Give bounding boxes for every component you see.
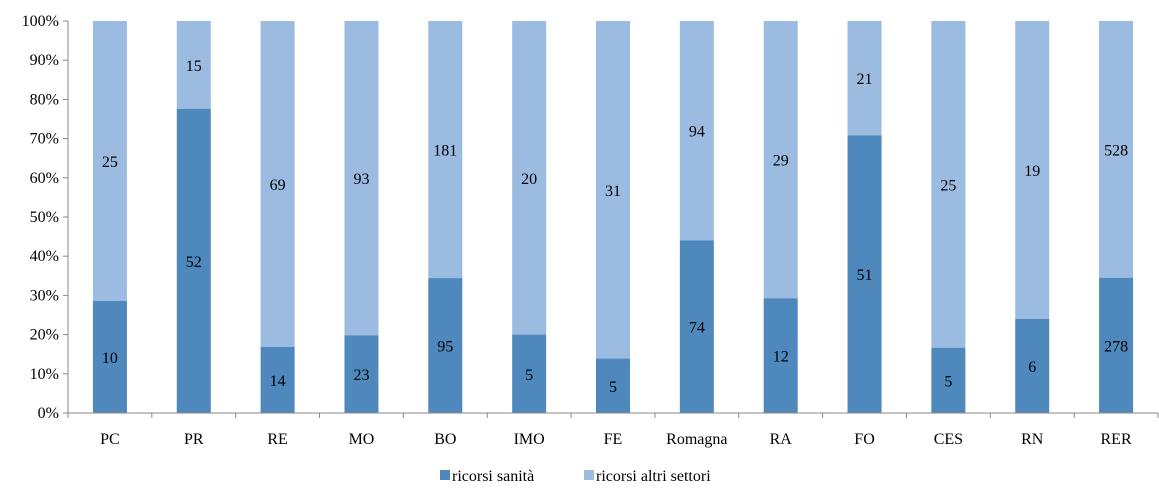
data-label-ricorsi-sanita: 74 [689, 320, 705, 337]
data-label-ricorsi-sanita: 52 [186, 254, 202, 271]
data-label-ricorsi-sanita: 10 [102, 350, 118, 367]
data-label-ricorsi-altri-settori: 15 [186, 58, 202, 75]
x-category-label: FE [604, 431, 623, 448]
bar-segment-ricorsi-altri-settori [92, 21, 127, 301]
bar-segment-ricorsi-sanita [763, 298, 798, 413]
x-category-label: RN [1021, 431, 1044, 448]
x-category-label: PR [184, 431, 204, 448]
x-category-label: IMO [514, 431, 545, 448]
data-label-ricorsi-sanita: 5 [944, 373, 952, 390]
data-label-ricorsi-sanita: 12 [773, 349, 789, 366]
data-label-ricorsi-altri-settori: 25 [102, 154, 118, 171]
bar-segment-ricorsi-sanita [92, 301, 127, 413]
data-label-ricorsi-sanita: 51 [857, 267, 873, 284]
legend-label-ricorsi-altri-settori: ricorsi altri settori [596, 468, 711, 485]
data-label-ricorsi-sanita: 278 [1104, 338, 1128, 355]
y-tick-label: 10% [30, 366, 59, 383]
bar-segment-ricorsi-sanita [931, 347, 966, 413]
legend: ricorsi sanità ricorsi altri settori [440, 468, 711, 485]
bar-segment-ricorsi-sanita [260, 346, 295, 413]
x-category-label: Romagna [666, 431, 727, 448]
x-category-label: RE [267, 431, 287, 448]
data-label-ricorsi-altri-settori: 29 [773, 153, 789, 170]
data-label-ricorsi-sanita: 23 [353, 367, 369, 384]
y-tick-label: 60% [30, 170, 59, 187]
bar-segment-ricorsi-sanita [428, 278, 463, 413]
data-label-ricorsi-altri-settori: 19 [1024, 163, 1040, 180]
data-label-ricorsi-altri-settori: 93 [353, 171, 369, 188]
y-tick-label: 20% [30, 327, 59, 344]
data-label-ricorsi-sanita: 5 [609, 379, 617, 396]
bar-segment-ricorsi-sanita [847, 135, 882, 414]
legend-label-ricorsi-sanita: ricorsi sanità [452, 468, 534, 485]
bar-segment-ricorsi-altri-settori [763, 21, 798, 299]
bar-segment-ricorsi-altri-settori [344, 21, 379, 336]
x-category-label: RER [1101, 431, 1132, 448]
x-category-label: RA [770, 431, 793, 448]
data-label-ricorsi-altri-settori: 25 [940, 177, 956, 194]
data-label-ricorsi-altri-settori: 181 [433, 143, 457, 160]
bar-segment-ricorsi-altri-settori [1099, 21, 1134, 278]
bar-segment-ricorsi-altri-settori [428, 21, 463, 279]
x-category-label: CES [934, 431, 963, 448]
y-tick-label: 0% [38, 405, 59, 422]
bar-segment-ricorsi-sanita [1015, 318, 1050, 413]
bar-segment-ricorsi-sanita [512, 334, 547, 413]
bar-segment-ricorsi-sanita [596, 358, 630, 413]
bar-segment-ricorsi-altri-settori [847, 21, 882, 136]
y-axis: 0% 10% 20% 30% 40% 50% 60% 70% 80% 90% 100% [22, 13, 69, 422]
x-category-label: PC [100, 431, 120, 448]
bar-segment-ricorsi-sanita [1099, 277, 1134, 413]
data-label-ricorsi-sanita: 5 [525, 367, 533, 384]
data-label-ricorsi-sanita: 14 [270, 373, 286, 390]
data-label-ricorsi-altri-settori: 69 [270, 177, 286, 194]
x-category-label: FO [854, 431, 874, 448]
y-tick-label: 30% [30, 287, 59, 304]
x-axis: PC PR RE MO BO IMO FE Romagna RA FO CES RN RER [67, 412, 1159, 448]
y-tick-label: 70% [30, 131, 59, 148]
bar-segment-ricorsi-altri-settori [512, 21, 547, 335]
y-tick-label: 100% [22, 13, 59, 30]
bar-segment-ricorsi-altri-settori [596, 21, 630, 359]
legend-swatch-ricorsi-sanita [440, 470, 450, 480]
x-category-label: MO [349, 431, 375, 448]
bars-group: 10 25 52 15 14 69 23 93 95 181 5 20 5 31 74 94 12 29 51 21 5… [92, 21, 1134, 414]
bar-segment-ricorsi-sanita [344, 335, 379, 413]
bar-segment-ricorsi-altri-settori [176, 21, 211, 109]
data-label-ricorsi-altri-settori: 21 [857, 71, 873, 88]
bar-segment-ricorsi-altri-settori [931, 21, 966, 348]
bar-segment-ricorsi-sanita [176, 108, 211, 413]
data-label-ricorsi-altri-settori: 94 [689, 124, 705, 141]
data-label-ricorsi-sanita: 6 [1028, 359, 1036, 376]
y-tick-label: 90% [30, 52, 59, 69]
y-tick-label: 50% [30, 209, 59, 226]
y-tick-label: 40% [30, 248, 59, 265]
bar-segment-ricorsi-sanita [679, 240, 714, 413]
data-label-ricorsi-altri-settori: 31 [605, 183, 621, 200]
bar-segment-ricorsi-altri-settori [260, 21, 295, 347]
y-tick-label: 80% [30, 91, 59, 108]
data-label-ricorsi-altri-settori: 528 [1104, 142, 1128, 159]
bar-segment-ricorsi-altri-settori [1015, 21, 1050, 319]
legend-swatch-ricorsi-altri-settori [584, 470, 594, 480]
data-label-ricorsi-sanita: 95 [437, 339, 453, 356]
data-label-ricorsi-altri-settori: 20 [521, 171, 537, 188]
bar-segment-ricorsi-altri-settori [679, 21, 714, 241]
x-category-label: BO [434, 431, 456, 448]
